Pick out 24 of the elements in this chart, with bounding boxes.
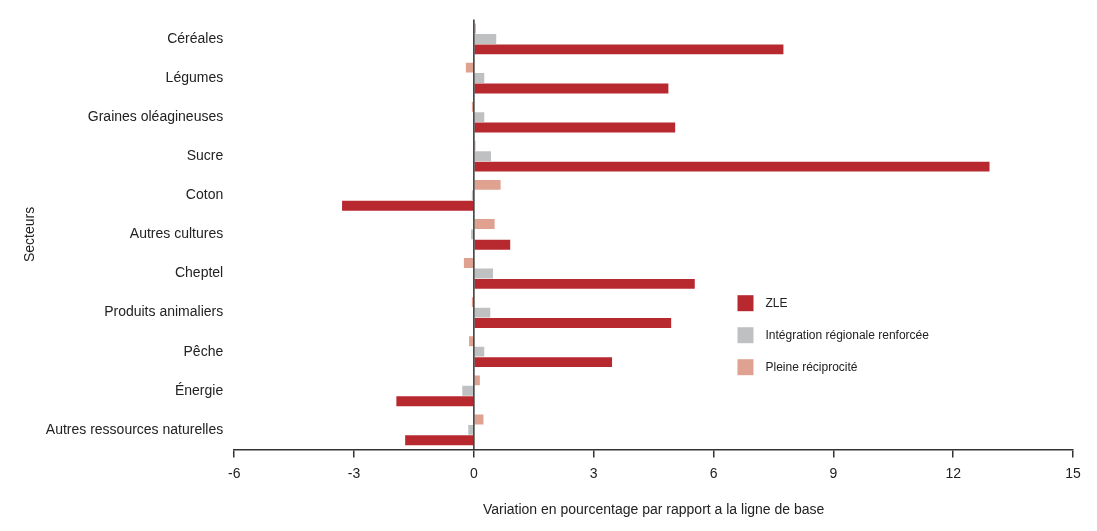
x-tick-label: -6 (227, 464, 241, 481)
y-tick-label: Pêche (183, 342, 224, 359)
legend-label: Pleine réciprocité (765, 359, 858, 374)
y-axis-title: Secteurs (21, 206, 38, 263)
x-tick-label: 15 (1065, 464, 1081, 481)
y-tick-label: Céréales (167, 29, 224, 46)
x-tick-label: 12 (945, 464, 962, 481)
x-axis-title: Variation en pourcentage par rapport a la ligne de base (482, 501, 825, 518)
y-tick-label: Autres cultures (129, 225, 224, 242)
x-tick-label: 9 (829, 464, 838, 481)
y-tick-label: Légumes (165, 68, 224, 85)
y-tick-label: Énergie (174, 381, 224, 398)
x-tick-label: 6 (709, 464, 718, 481)
legend-label: Intégration régionale renforcée (765, 327, 930, 342)
x-tick-label: 0 (469, 464, 478, 481)
y-tick-label: Produits animaliers (104, 303, 224, 320)
x-tick-label: 3 (589, 464, 598, 481)
legend-label: ZLE (765, 295, 788, 310)
x-tick-label: -3 (347, 464, 361, 481)
y-tick-label: Cheptel (174, 264, 224, 281)
y-tick-label: Graines oléagineuses (87, 107, 224, 124)
y-tick-label: Autres ressources naturelles (45, 420, 224, 437)
y-tick-label: Coton (185, 186, 224, 203)
y-tick-label: Sucre (186, 147, 224, 164)
